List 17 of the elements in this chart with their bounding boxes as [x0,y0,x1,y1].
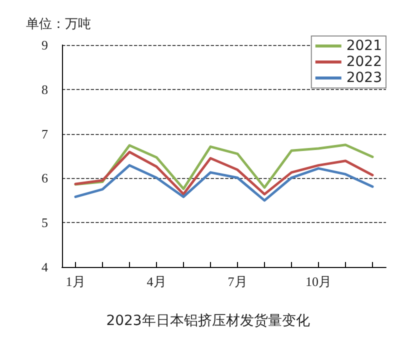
line-series [74,150,374,196]
text: 2023年日本铝挤压材发货量变化 [106,313,310,329]
y-tick-label: 8 [42,82,48,97]
x-tick-label: 1月 [66,274,86,289]
legend-label: 2021 [346,38,382,54]
x-tick-label: 4月 [146,274,166,289]
y-tick-label: 7 [42,126,48,142]
line-series [74,164,374,202]
y-tick-label: 9 [42,38,48,52]
legend-label: 2022 [346,54,382,70]
legend-label: 2023 [346,70,382,86]
x-tick-label: 10月 [306,274,332,289]
y-tick-label: 6 [42,170,48,186]
y-tick-label: 4 [42,260,48,274]
y-tick-label: 5 [42,215,48,230]
y-axis-title: 单位：万吨 [26,17,91,32]
x-tick-label: 7月 [228,274,248,289]
